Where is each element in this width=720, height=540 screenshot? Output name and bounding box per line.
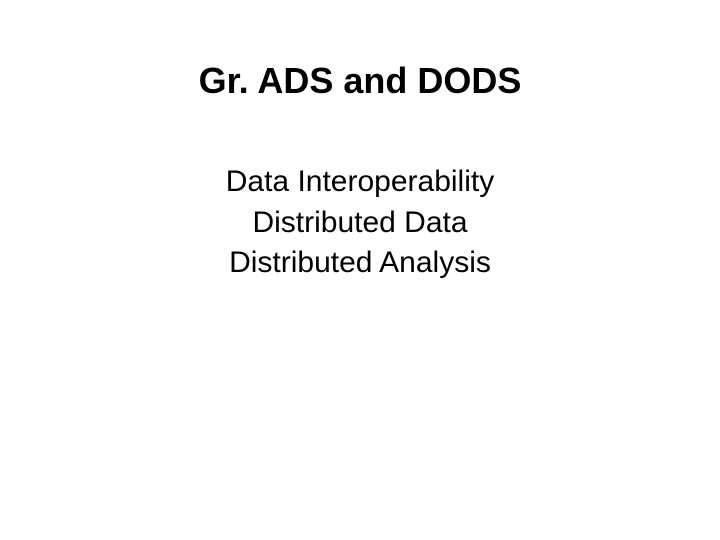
- body-line-3: Distributed Analysis: [226, 243, 494, 284]
- slide-body: Data Interoperability Distributed Data D…: [226, 162, 494, 284]
- slide-title: Gr. ADS and DODS: [199, 60, 522, 102]
- body-line-1: Data Interoperability: [226, 162, 494, 203]
- body-line-2: Distributed Data: [226, 203, 494, 244]
- slide-container: Gr. ADS and DODS Data Interoperability D…: [0, 0, 720, 540]
